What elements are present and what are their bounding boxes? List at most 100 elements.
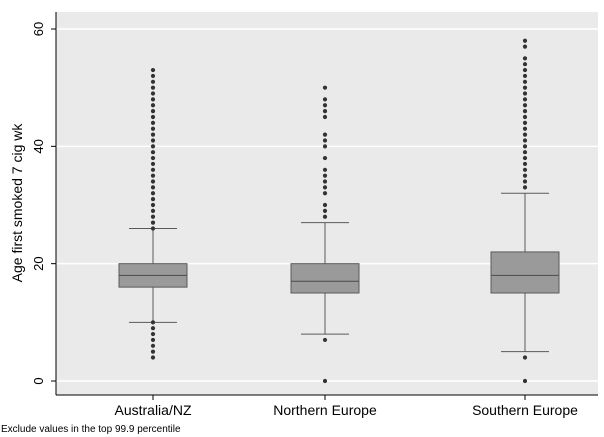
outlier-point [150, 73, 156, 79]
boxes [118, 38, 560, 384]
outlier-point [522, 97, 528, 102]
outlier-point [322, 132, 328, 137]
iqr-box [490, 251, 560, 294]
y-tick-label: 40 [31, 139, 46, 153]
x-tick-label: Australia/NZ [114, 402, 191, 418]
outlier-point [522, 62, 528, 67]
outlier-point [322, 191, 328, 196]
outlier-point [150, 214, 156, 219]
outlier-point [522, 355, 528, 360]
outlier-point [150, 179, 156, 184]
outlier-point [522, 44, 528, 49]
outlier-point [150, 114, 156, 120]
outlier-point [522, 161, 528, 167]
outlier-point [150, 138, 156, 143]
outlier-point [322, 214, 328, 219]
y-tick-label: 20 [31, 256, 46, 270]
y-axis-title: Age first smoked 7 cig wk [9, 123, 25, 283]
outlier-point [322, 179, 328, 184]
outlier-point [322, 85, 328, 90]
outlier-point [322, 185, 328, 190]
outlier-point [322, 109, 328, 114]
outlier-point [522, 91, 528, 96]
outlier-point [150, 343, 156, 348]
box-group [490, 38, 560, 384]
outlier-point [150, 167, 156, 172]
outlier-point [522, 67, 528, 73]
box-group [118, 67, 188, 360]
outlier-point [150, 337, 156, 343]
outlier-point [150, 208, 156, 213]
outlier-point [522, 173, 528, 178]
plot-background [56, 12, 598, 395]
outlier-point [522, 38, 528, 43]
outlier-point [150, 109, 156, 114]
outlier-point [322, 114, 328, 120]
outlier-point [522, 167, 528, 172]
outlier-point [150, 173, 156, 178]
outlier-point [150, 120, 156, 125]
outlier-point [522, 85, 528, 90]
chart-note: Exclude values in the top 99.9 percentil… [1, 424, 181, 435]
iqr-box [290, 263, 360, 294]
outlier-point [522, 150, 528, 155]
outlier-point [322, 103, 328, 108]
outlier-point [522, 56, 528, 61]
y-tick-label: 0 [31, 377, 46, 384]
outlier-point [522, 120, 528, 125]
box-group [290, 85, 360, 384]
outlier-point [150, 320, 156, 325]
outlier-point [522, 132, 528, 137]
outlier-point [150, 331, 156, 337]
outlier-point [322, 167, 328, 172]
outlier-point [522, 179, 528, 184]
y-ticks: 0 20 40 60 [31, 22, 56, 385]
outlier-point [522, 378, 528, 384]
y-tick-label: 60 [31, 22, 46, 36]
outlier-point [150, 126, 156, 131]
outlier-point [522, 109, 528, 114]
outlier-point [150, 226, 156, 231]
outlier-point [150, 103, 156, 108]
outlier-point [150, 67, 156, 73]
outlier-point [522, 126, 528, 131]
outlier-point [150, 150, 156, 155]
outlier-point [322, 97, 328, 102]
outlier-point [522, 138, 528, 143]
outlier-point [522, 144, 528, 149]
outlier-point [150, 144, 156, 149]
x-tick-label: Northern Europe [273, 402, 377, 418]
outlier-point [150, 326, 156, 331]
outlier-point [522, 79, 528, 84]
outlier-point [150, 185, 156, 190]
x-ticks: Australia/NZ Northern Europe Southern Euro… [114, 395, 578, 418]
outlier-point [150, 79, 156, 84]
outlier-point [322, 337, 328, 343]
outlier-point [150, 85, 156, 90]
outlier-point [150, 155, 156, 161]
outlier-point [322, 138, 328, 143]
outlier-point [322, 208, 328, 213]
outlier-point [522, 155, 528, 161]
outlier-point [150, 161, 156, 167]
outlier-point [150, 197, 156, 202]
outlier-point [150, 91, 156, 96]
outlier-point [522, 114, 528, 120]
outlier-point [522, 73, 528, 79]
x-tick-label: Southern Europe [472, 402, 578, 418]
outlier-point [150, 349, 156, 354]
outlier-point [150, 191, 156, 196]
outlier-point [322, 378, 328, 384]
outlier-point [150, 202, 156, 208]
outlier-point [522, 103, 528, 108]
outlier-point [522, 185, 528, 190]
outlier-point [322, 173, 328, 178]
outlier-point [322, 144, 328, 149]
outlier-point [150, 132, 156, 137]
outlier-point [322, 155, 328, 161]
outlier-point [150, 355, 156, 360]
outlier-point [322, 202, 328, 208]
outlier-point [150, 220, 156, 225]
outlier-point [150, 97, 156, 102]
